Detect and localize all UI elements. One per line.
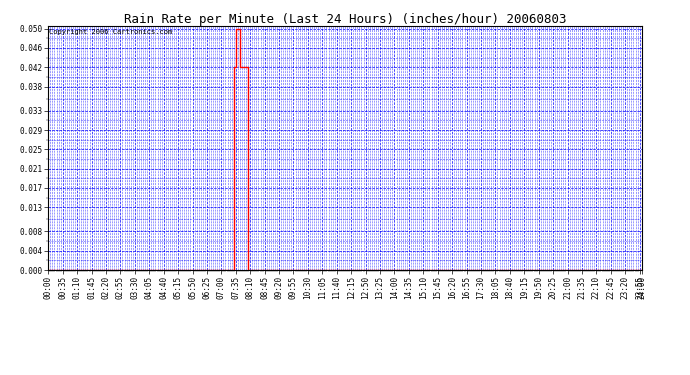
Title: Rain Rate per Minute (Last 24 Hours) (inches/hour) 20060803: Rain Rate per Minute (Last 24 Hours) (in… [124,13,566,27]
Text: Copyright 2006 Cartronics.com: Copyright 2006 Cartronics.com [50,29,172,35]
